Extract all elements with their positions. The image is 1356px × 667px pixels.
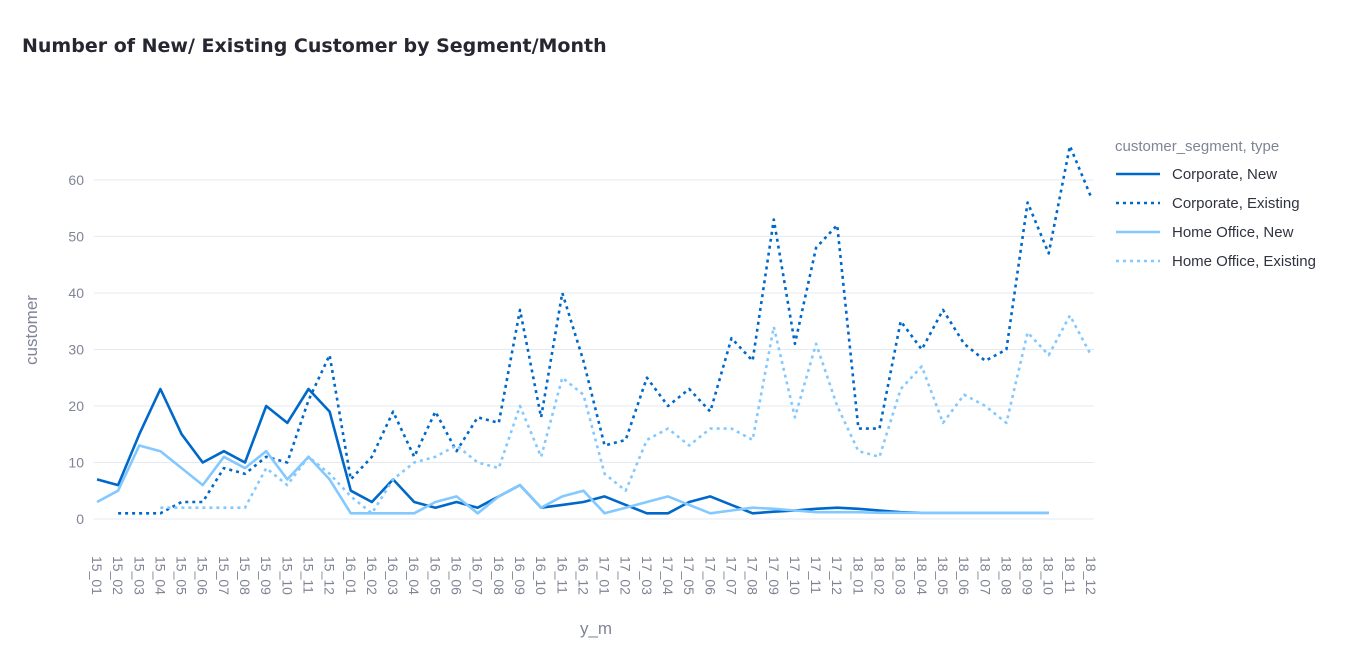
x-tick-label: 15_05 xyxy=(174,556,190,595)
legend: customer_segment, type Corporate, NewCor… xyxy=(1115,138,1316,270)
x-tick-label: 16_07 xyxy=(470,556,486,595)
x-tick-label: 15_01 xyxy=(89,556,105,595)
legend-item[interactable]: Home Office, New xyxy=(1116,224,1294,241)
y-tick-label: 30 xyxy=(68,341,84,357)
x-tick-label: 18_03 xyxy=(893,556,909,595)
legend-label: Corporate, Existing xyxy=(1172,195,1300,212)
x-tick-label: 16_09 xyxy=(512,556,528,595)
x-tick-label: 17_01 xyxy=(597,556,613,595)
x-tick-label: 18_06 xyxy=(956,556,972,595)
x-tick-label: 15_03 xyxy=(131,556,147,595)
y-tick-label: 0 xyxy=(76,511,84,527)
x-tick-label: 15_11 xyxy=(300,556,316,594)
x-tick-label: 18_07 xyxy=(977,556,993,595)
x-tick-label: 18_11 xyxy=(1062,556,1078,594)
x-tick-label: 17_05 xyxy=(681,556,697,595)
x-tick-label: 15_06 xyxy=(195,556,211,595)
x-tick-label: 17_03 xyxy=(639,556,655,595)
x-tick-label: 17_04 xyxy=(660,556,676,595)
x-tick-label: 18_08 xyxy=(998,556,1014,595)
x-tick-label: 18_04 xyxy=(914,556,930,595)
y-tick-label: 40 xyxy=(68,285,84,301)
x-tick-label: 18_10 xyxy=(1041,556,1057,595)
legend-items: Corporate, New Corporate, Existing Home Of… xyxy=(1116,166,1316,270)
chart-title: Number of New/ Existing Customer by Segm… xyxy=(22,35,607,57)
legend-label: Home Office, New xyxy=(1172,224,1294,241)
x-tick-label: 16_01 xyxy=(343,556,359,595)
x-tick-label: 18_01 xyxy=(850,556,866,595)
x-tick-label: 16_03 xyxy=(385,556,401,595)
legend-item[interactable]: Corporate, Existing xyxy=(1116,195,1300,212)
x-tick-label: 18_02 xyxy=(872,556,888,595)
x-tick-label: 17_09 xyxy=(766,556,782,595)
x-axis-title: y_m xyxy=(580,619,612,638)
x-tick-label: 16_08 xyxy=(491,556,507,595)
x-tick-label: 17_07 xyxy=(723,556,739,595)
x-tick-label: 18_09 xyxy=(1020,556,1036,595)
x-tick-label: 16_10 xyxy=(533,556,549,595)
y-axis-title: customer xyxy=(22,295,41,365)
x-tick-label: 17_08 xyxy=(745,556,761,595)
x-tick-label: 15_08 xyxy=(237,556,253,595)
x-tick-label: 15_04 xyxy=(152,556,168,595)
legend-item[interactable]: Home Office, Existing xyxy=(1116,253,1316,270)
x-tick-label: 16_06 xyxy=(449,556,465,595)
legend-title: customer_segment, type xyxy=(1115,138,1279,155)
x-tick-label: 17_11 xyxy=(808,556,824,594)
x-tick-label: 16_04 xyxy=(406,556,422,595)
series-line-home-office-new xyxy=(96,444,1049,515)
x-tick-label: 16_12 xyxy=(575,556,591,595)
y-tick-label: 10 xyxy=(68,454,84,470)
y-tick-label: 50 xyxy=(68,228,84,244)
x-axis-ticks: 15_01 15_02 15_03 15_04 15_05 15_06 15_07 15_08… xyxy=(89,556,1099,595)
x-tick-label: 17_12 xyxy=(829,556,845,595)
x-tick-label: 17_06 xyxy=(702,556,718,595)
x-tick-label: 15_02 xyxy=(110,556,126,595)
x-tick-label: 15_09 xyxy=(258,556,274,595)
legend-label: Home Office, Existing xyxy=(1172,253,1316,270)
series-line-home-office-existing xyxy=(160,314,1093,515)
x-tick-label: 17_02 xyxy=(618,556,634,595)
x-tick-label: 16_11 xyxy=(554,556,570,594)
x-tick-label: 15_10 xyxy=(279,556,295,595)
series-lines xyxy=(96,144,1093,515)
x-tick-label: 15_07 xyxy=(216,556,232,595)
x-tick-label: 18_05 xyxy=(935,556,951,595)
x-tick-label: 16_02 xyxy=(364,556,380,595)
y-axis-ticks: 0 10 20 30 40 50 60 xyxy=(68,172,84,527)
y-tick-label: 60 xyxy=(68,172,84,188)
legend-label: Corporate, New xyxy=(1172,166,1277,183)
series-line-corporate-existing xyxy=(118,144,1093,515)
x-tick-label: 18_12 xyxy=(1083,556,1099,595)
series-line-corporate-new xyxy=(96,387,1049,515)
x-tick-label: 15_12 xyxy=(322,556,338,595)
x-tick-label: 16_05 xyxy=(427,556,443,595)
x-tick-label: 17_10 xyxy=(787,556,803,595)
legend-item[interactable]: Corporate, New xyxy=(1116,166,1277,183)
y-tick-label: 20 xyxy=(68,398,84,414)
